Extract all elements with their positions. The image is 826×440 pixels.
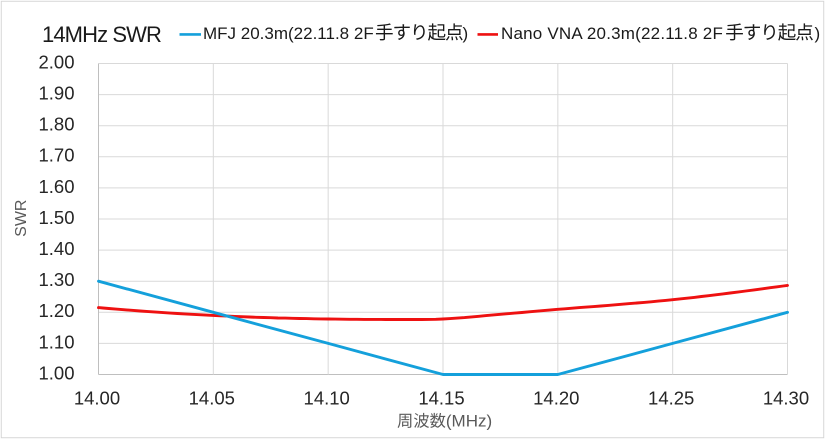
svg-text:1.50: 1.50 bbox=[38, 207, 74, 228]
svg-text:14.00: 14.00 bbox=[74, 387, 120, 408]
svg-text:14.30: 14.30 bbox=[763, 387, 809, 408]
svg-text:1.10: 1.10 bbox=[38, 331, 74, 352]
svg-text:1.90: 1.90 bbox=[38, 83, 74, 104]
svg-text:14.10: 14.10 bbox=[304, 387, 350, 408]
svg-text:1.60: 1.60 bbox=[38, 176, 74, 197]
svg-text:1.40: 1.40 bbox=[38, 238, 74, 259]
svg-text:MFJ 20.3m(22.11.8 2F: MFJ 20.3m(22.11.8 2F bbox=[203, 24, 374, 43]
svg-text:): ) bbox=[815, 24, 821, 43]
svg-text:14.05: 14.05 bbox=[189, 387, 235, 408]
svg-text:1.70: 1.70 bbox=[38, 145, 74, 166]
svg-text:): ) bbox=[463, 24, 469, 43]
svg-text:14.25: 14.25 bbox=[648, 387, 694, 408]
svg-text:14.15: 14.15 bbox=[418, 387, 464, 408]
svg-text:14.20: 14.20 bbox=[533, 387, 579, 408]
svg-text:1.00: 1.00 bbox=[38, 362, 74, 383]
svg-text:2.00: 2.00 bbox=[38, 51, 74, 72]
svg-text:(MHz): (MHz) bbox=[446, 412, 492, 431]
svg-text:1.80: 1.80 bbox=[38, 114, 74, 135]
svg-text:SWR: SWR bbox=[13, 200, 30, 237]
svg-text:Nano VNA 20.3m(22.11.8 2F: Nano VNA 20.3m(22.11.8 2F bbox=[501, 24, 723, 43]
svg-text:1.30: 1.30 bbox=[38, 269, 74, 290]
svg-text:14MHz SWR: 14MHz SWR bbox=[42, 22, 161, 47]
svg-text:1.20: 1.20 bbox=[38, 300, 74, 321]
